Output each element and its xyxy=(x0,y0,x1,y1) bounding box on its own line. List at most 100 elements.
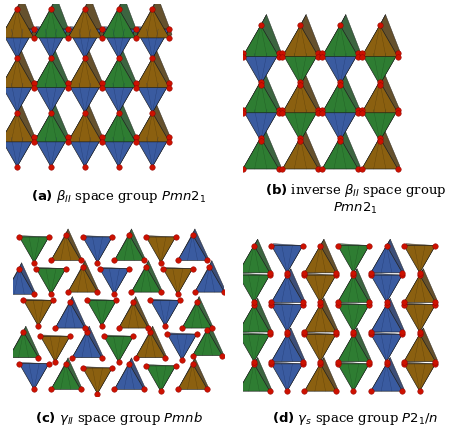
Polygon shape xyxy=(24,300,53,326)
Polygon shape xyxy=(243,81,279,113)
Polygon shape xyxy=(72,332,102,358)
Polygon shape xyxy=(240,332,270,362)
Polygon shape xyxy=(68,113,102,142)
Polygon shape xyxy=(34,83,68,113)
Polygon shape xyxy=(17,104,36,142)
Polygon shape xyxy=(371,246,402,273)
Polygon shape xyxy=(0,0,23,38)
Polygon shape xyxy=(19,237,49,263)
Polygon shape xyxy=(102,83,136,113)
Polygon shape xyxy=(20,235,49,263)
Polygon shape xyxy=(68,29,102,58)
Polygon shape xyxy=(406,362,436,391)
Polygon shape xyxy=(340,129,360,169)
Polygon shape xyxy=(114,364,144,389)
Polygon shape xyxy=(304,246,336,273)
Polygon shape xyxy=(70,27,102,58)
Polygon shape xyxy=(4,269,34,294)
Polygon shape xyxy=(85,104,104,142)
Polygon shape xyxy=(261,73,281,113)
Polygon shape xyxy=(243,129,265,169)
Polygon shape xyxy=(362,25,398,57)
Polygon shape xyxy=(386,239,404,273)
Polygon shape xyxy=(304,298,324,332)
Polygon shape xyxy=(84,235,112,263)
Polygon shape xyxy=(362,129,384,169)
Polygon shape xyxy=(339,362,369,391)
Polygon shape xyxy=(104,135,136,167)
Polygon shape xyxy=(104,336,133,362)
Polygon shape xyxy=(137,81,169,113)
Polygon shape xyxy=(419,328,438,362)
Polygon shape xyxy=(354,328,371,362)
Polygon shape xyxy=(322,53,358,85)
Polygon shape xyxy=(238,246,270,273)
Text: $\bf{(a)}$ $\it{\beta}_{II}$ space group $\it{Pmn}2_{1}$: $\bf{(a)}$ $\it{\beta}_{II}$ space group… xyxy=(31,188,206,205)
Polygon shape xyxy=(70,296,86,328)
Polygon shape xyxy=(337,364,369,391)
Polygon shape xyxy=(197,296,213,328)
Text: $\bf{(b)}$ inverse $\it{\beta}_{II}$ space group: $\bf{(b)}$ inverse $\it{\beta}_{II}$ spa… xyxy=(265,182,446,199)
Polygon shape xyxy=(271,275,303,303)
Polygon shape xyxy=(85,50,104,88)
Polygon shape xyxy=(68,267,98,292)
Polygon shape xyxy=(51,50,70,88)
Polygon shape xyxy=(17,50,36,88)
Polygon shape xyxy=(254,239,272,273)
Polygon shape xyxy=(129,358,145,389)
Polygon shape xyxy=(271,305,303,332)
Polygon shape xyxy=(306,332,336,362)
Polygon shape xyxy=(19,263,35,294)
Polygon shape xyxy=(243,25,279,57)
Polygon shape xyxy=(404,305,436,332)
Polygon shape xyxy=(114,235,144,260)
Polygon shape xyxy=(337,305,369,332)
Polygon shape xyxy=(340,73,360,113)
Polygon shape xyxy=(0,113,34,142)
Polygon shape xyxy=(380,73,400,113)
Polygon shape xyxy=(362,73,384,113)
Polygon shape xyxy=(322,15,346,57)
Polygon shape xyxy=(238,364,270,391)
Polygon shape xyxy=(34,113,68,142)
Polygon shape xyxy=(271,246,303,273)
Polygon shape xyxy=(36,27,68,58)
Polygon shape xyxy=(0,104,21,142)
Polygon shape xyxy=(283,138,319,169)
Polygon shape xyxy=(118,296,136,328)
Polygon shape xyxy=(243,53,279,85)
Polygon shape xyxy=(364,52,398,85)
Polygon shape xyxy=(70,135,102,167)
Polygon shape xyxy=(271,328,291,362)
Polygon shape xyxy=(152,299,180,326)
Polygon shape xyxy=(245,52,279,85)
Polygon shape xyxy=(136,332,165,358)
Polygon shape xyxy=(271,364,303,391)
Polygon shape xyxy=(131,267,161,292)
Polygon shape xyxy=(34,50,55,88)
Polygon shape xyxy=(24,326,39,358)
Polygon shape xyxy=(36,269,66,294)
Polygon shape xyxy=(0,50,21,88)
Polygon shape xyxy=(66,229,82,260)
Polygon shape xyxy=(34,104,55,142)
Polygon shape xyxy=(136,8,169,38)
Polygon shape xyxy=(192,358,209,389)
Polygon shape xyxy=(320,298,338,332)
Polygon shape xyxy=(68,0,90,38)
Polygon shape xyxy=(102,0,124,38)
Polygon shape xyxy=(337,246,369,273)
Polygon shape xyxy=(371,364,402,391)
Polygon shape xyxy=(36,135,68,167)
Polygon shape xyxy=(273,243,303,273)
Polygon shape xyxy=(373,273,402,303)
Polygon shape xyxy=(306,273,336,303)
Polygon shape xyxy=(322,129,345,169)
Polygon shape xyxy=(168,333,197,360)
Polygon shape xyxy=(82,368,112,393)
Polygon shape xyxy=(146,366,176,392)
Polygon shape xyxy=(34,8,68,38)
Polygon shape xyxy=(118,0,138,38)
Polygon shape xyxy=(380,129,400,169)
Polygon shape xyxy=(19,364,49,389)
